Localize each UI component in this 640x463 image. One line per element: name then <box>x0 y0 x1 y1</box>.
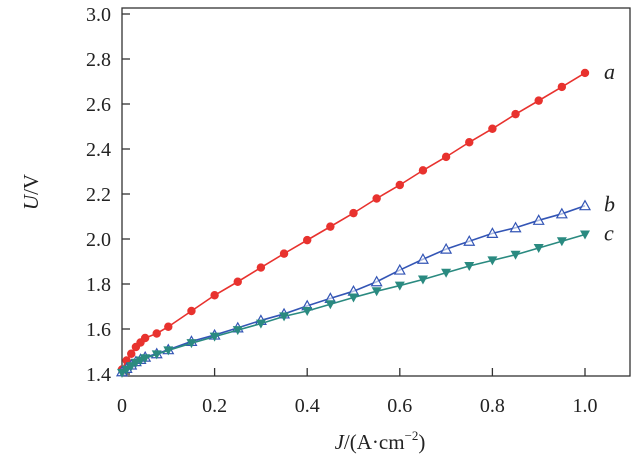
data-point <box>464 262 475 271</box>
data-point <box>209 332 220 342</box>
data-point <box>348 293 359 303</box>
data-point <box>256 263 266 272</box>
data-point <box>255 319 266 329</box>
y-tick-label: 2.8 <box>86 49 111 71</box>
data-point <box>488 124 497 133</box>
y-tick-label: 2.6 <box>86 94 111 116</box>
data-point <box>441 268 452 278</box>
data-point <box>534 96 543 105</box>
y-tick-label: 1.4 <box>86 364 111 386</box>
data-point <box>440 242 453 254</box>
series-label-c: c <box>604 221 614 246</box>
data-point <box>152 329 161 338</box>
data-point <box>557 82 567 92</box>
data-point <box>151 350 162 360</box>
data-point <box>418 166 428 175</box>
data-point <box>163 346 174 356</box>
data-point <box>302 307 313 316</box>
data-point <box>532 214 545 225</box>
data-point <box>232 326 243 336</box>
data-point <box>465 138 474 147</box>
data-point <box>126 362 137 372</box>
data-point <box>140 333 150 343</box>
data-point <box>416 253 429 264</box>
series-a: a <box>117 59 615 374</box>
data-point <box>417 275 428 285</box>
data-point <box>511 109 520 119</box>
series-label-a: a <box>604 59 615 84</box>
data-point <box>556 237 567 247</box>
x-tick-label: 0.6 <box>387 395 412 417</box>
data-point <box>487 256 498 266</box>
data-point <box>279 312 290 322</box>
data-point <box>279 249 289 258</box>
data-point <box>210 291 219 300</box>
x-axis-label: J/(A·cm−2) <box>335 428 426 454</box>
data-point <box>580 68 590 78</box>
x-tick-label: 0.4 <box>295 395 320 417</box>
data-point <box>394 281 405 291</box>
y-axis-label: U/V <box>19 174 43 210</box>
series-b: b <box>115 192 615 377</box>
series-label-b: b <box>604 192 615 217</box>
data-point <box>370 275 383 287</box>
data-point <box>117 368 127 378</box>
data-point <box>187 306 196 316</box>
data-point <box>326 222 335 231</box>
data-point <box>580 230 590 240</box>
y-tick-label: 2.0 <box>86 229 111 251</box>
data-point <box>393 263 406 275</box>
data-point <box>303 235 312 245</box>
y-tick-label: 1.6 <box>86 319 111 341</box>
data-point <box>164 322 173 331</box>
data-point <box>233 277 242 286</box>
y-tick-label: 2.2 <box>86 184 111 206</box>
data-point <box>349 208 358 218</box>
data-point <box>441 152 451 162</box>
data-point <box>463 235 476 246</box>
x-tick-label: 0.2 <box>202 395 227 417</box>
data-point <box>578 199 592 211</box>
data-point <box>127 349 136 358</box>
data-point <box>371 287 382 297</box>
data-point <box>140 354 151 364</box>
plot-frame <box>121 7 631 377</box>
data-point <box>395 180 404 190</box>
y-tick-label: 1.8 <box>86 274 111 296</box>
data-point <box>186 339 197 349</box>
data-point <box>555 207 568 219</box>
data-point <box>509 221 522 233</box>
data-point <box>533 244 544 253</box>
y-tick-label: 2.4 <box>86 139 111 161</box>
data-point <box>486 227 499 238</box>
y-tick-label: 3.0 <box>86 4 111 26</box>
x-tick-label: 0 <box>117 395 127 417</box>
data-point <box>372 194 381 203</box>
x-tick-label: 0.8 <box>480 395 505 417</box>
series-c: c <box>117 221 614 378</box>
data-point <box>121 365 132 375</box>
x-tick-label: 1.0 <box>573 395 598 417</box>
data-point <box>510 250 521 260</box>
data-point <box>325 300 336 310</box>
